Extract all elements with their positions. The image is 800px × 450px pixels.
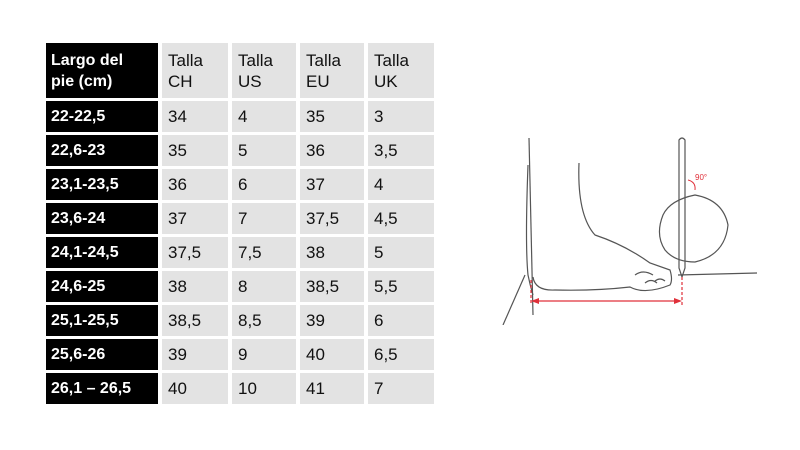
hand [658, 194, 729, 263]
cell-foot-length: 23,6-24 [46, 203, 158, 234]
header-size-ch: Talla CH [162, 43, 228, 98]
cell-foot-length: 26,1 – 26,5 [46, 373, 158, 404]
cell-size-us: 7 [232, 203, 296, 234]
floor-left [502, 274, 526, 325]
cell-size-eu: 39 [300, 305, 364, 336]
cell-size-eu: 38 [300, 237, 364, 268]
cell-size-eu: 38,5 [300, 271, 364, 302]
header-size-us: Talla US [232, 43, 296, 98]
header-size-uk: Talla UK [368, 43, 434, 98]
cell-size-eu: 41 [300, 373, 364, 404]
header-foot-length: Largo del pie (cm) [46, 43, 158, 98]
cell-size-uk: 4 [368, 169, 434, 200]
cell-size-ch: 39 [162, 339, 228, 370]
cell-size-ch: 34 [162, 101, 228, 132]
size-chart-table: Largo del pie (cm) Talla CH Talla US Talla … [46, 43, 434, 404]
cell-size-ch: 38,5 [162, 305, 228, 336]
cell-size-uk: 6,5 [368, 339, 434, 370]
cell-size-us: 9 [232, 339, 296, 370]
cell-size-eu: 35 [300, 101, 364, 132]
cell-foot-length: 25,1-25,5 [46, 305, 158, 336]
cell-size-us: 8 [232, 271, 296, 302]
wall-line [528, 137, 534, 316]
cell-foot-length: 22-22,5 [46, 101, 158, 132]
cell-size-uk: 7 [368, 373, 434, 404]
foot-outline [532, 162, 673, 292]
cell-size-ch: 37,5 [162, 237, 228, 268]
cell-size-eu: 36 [300, 135, 364, 166]
cell-size-uk: 5,5 [368, 271, 434, 302]
angle-arc [687, 179, 696, 191]
cell-size-us: 8,5 [232, 305, 296, 336]
cell-size-eu: 37 [300, 169, 364, 200]
cell-size-us: 4 [232, 101, 296, 132]
cell-size-uk: 5 [368, 237, 434, 268]
cell-size-us: 7,5 [232, 237, 296, 268]
cell-size-eu: 37,5 [300, 203, 364, 234]
cell-size-ch: 40 [162, 373, 228, 404]
cell-foot-length: 25,6-26 [46, 339, 158, 370]
cell-foot-length: 24,1-24,5 [46, 237, 158, 268]
cell-size-ch: 37 [162, 203, 228, 234]
pencil [678, 137, 686, 279]
cell-size-us: 5 [232, 135, 296, 166]
cell-foot-length: 24,6-25 [46, 271, 158, 302]
angle-label: 90° [695, 173, 707, 182]
cell-foot-length: 22,6-23 [46, 135, 158, 166]
cell-size-uk: 3,5 [368, 135, 434, 166]
cell-size-uk: 3 [368, 101, 434, 132]
cell-size-ch: 36 [162, 169, 228, 200]
cell-size-ch: 38 [162, 271, 228, 302]
cell-foot-length: 23,1-23,5 [46, 169, 158, 200]
cell-size-eu: 40 [300, 339, 364, 370]
foot-measurement-illustration: 90° [502, 137, 758, 325]
cell-size-uk: 6 [368, 305, 434, 336]
header-size-eu: Talla EU [300, 43, 364, 98]
cell-size-us: 10 [232, 373, 296, 404]
cell-size-uk: 4,5 [368, 203, 434, 234]
floor-right [677, 272, 758, 276]
toes [634, 271, 666, 284]
cell-size-us: 6 [232, 169, 296, 200]
cell-size-ch: 35 [162, 135, 228, 166]
